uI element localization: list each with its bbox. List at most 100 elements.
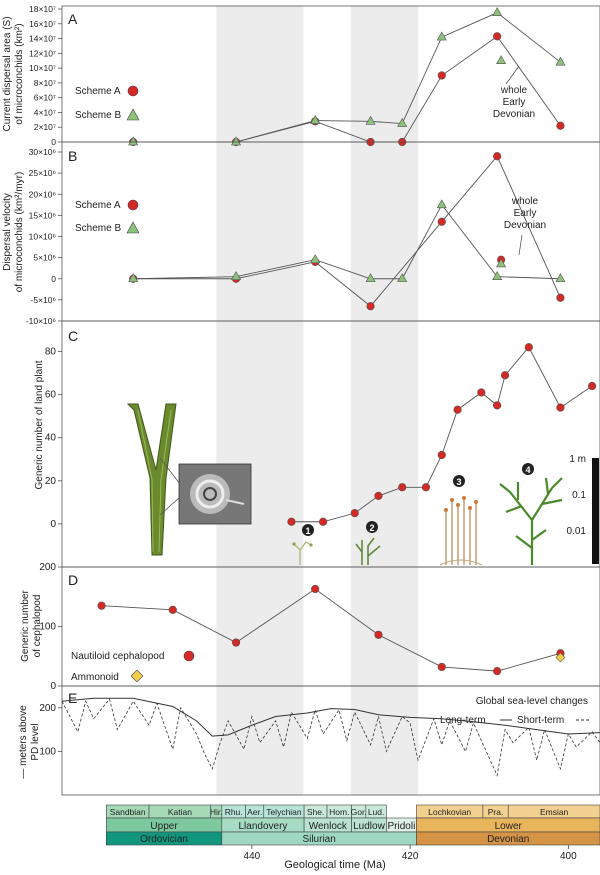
- panel-a-label: A: [68, 11, 78, 27]
- x-axis: 440 420 400 Geological time (Ma): [244, 845, 577, 871]
- panel-a-ticks: 0 2×10⁷ 4×10⁷ 6×10⁷ 8×10⁷ 10×10⁷ 12×10⁷ 14×10⁷ 1…: [29, 4, 62, 147]
- panel-e-ytick-label: 200: [39, 703, 56, 714]
- data-point-a-1: [397, 117, 408, 127]
- data-point-c-0: [477, 388, 486, 397]
- data-point-c-0: [493, 401, 502, 410]
- legend-ammonoid-marker: [130, 669, 144, 683]
- data-point-b-0: [493, 152, 502, 161]
- panel-a-ytick-label: 6×10⁷: [34, 93, 56, 103]
- panel-c-ytick-label: 60: [45, 390, 57, 401]
- plant-stem-illustration: [126, 403, 252, 556]
- legend-b-scheme-b: Scheme B: [75, 223, 121, 234]
- timescale-systems-label: Ordovician: [140, 834, 188, 845]
- data-point-a-0: [556, 121, 565, 130]
- stage-marker-2: [366, 521, 378, 533]
- plant-sketch-2: [355, 537, 381, 565]
- panel-a-ytick-label: 10×10⁷: [29, 63, 56, 73]
- panel-b-ytick-label: 25×10⁶: [29, 168, 56, 178]
- data-point-c-0: [500, 371, 510, 380]
- timescale-stages-label: Aer.: [247, 807, 262, 817]
- data-point-c-0: [398, 483, 407, 492]
- panel-c-ytick-label: 40: [45, 433, 57, 444]
- data-point-d-0: [97, 601, 106, 610]
- data-point-d-0: [231, 638, 241, 647]
- panel-b-lines: [128, 152, 566, 311]
- x-axis-label: Geological time (Ma): [284, 859, 385, 871]
- panel-b-frame: [61, 141, 600, 322]
- annot-a-arrow: [505, 65, 520, 85]
- panel-e-title: Global sea-level changes: [476, 696, 588, 707]
- panel-d-ytick-label: 100: [39, 622, 56, 633]
- panel-a-ytick-label: 4×10⁷: [34, 107, 56, 117]
- legend-scheme-a: Scheme A: [75, 86, 121, 97]
- series-line-a-1: [133, 12, 561, 143]
- panel-b-ytick-label: -10×10⁶: [26, 316, 56, 326]
- panel-e-ytick-label: 100: [39, 746, 56, 757]
- timescale-series-label: Lower: [495, 821, 523, 832]
- data-point-c-0: [374, 491, 383, 501]
- panel-b-ticks: -10×10⁶ -5×10⁶ 0 5×10⁶ 10×10⁶ 15×10⁶ 20×10⁶ 25×…: [26, 147, 62, 326]
- panel-c-label: C: [68, 328, 78, 344]
- timescale-stages-label: Sandbian: [110, 807, 146, 817]
- timescale-series-label: Pridoli: [388, 821, 416, 832]
- panel-e-ticks: 100 200: [39, 703, 62, 757]
- annot-a-2: Early: [503, 97, 526, 108]
- data-point-a-1: [555, 56, 566, 66]
- panel-a-ylabel-line2: of microconchids (km²): [14, 23, 25, 124]
- plant-sketch-1: [292, 541, 313, 565]
- stage-marker-1: [302, 524, 314, 536]
- data-point-c-0: [350, 509, 359, 518]
- legend-scheme-b: Scheme B: [75, 110, 121, 121]
- panel-b-ytick-label: 15×10⁶: [29, 210, 56, 220]
- data-point-a-1: [231, 136, 242, 146]
- panel-c-ytick-label: 0: [50, 519, 56, 530]
- panel-a-legend: Scheme A Scheme B: [75, 85, 140, 121]
- data-point-d-0: [374, 630, 383, 639]
- extra-point-a-0: [496, 55, 507, 65]
- panel-b: B Dispersal velocity of microconchids (k…: [2, 141, 600, 326]
- panel-b-ytick-label: 20×10⁶: [29, 189, 56, 199]
- data-point-a-0: [493, 32, 502, 41]
- stage-marker-4-text: 4: [525, 465, 530, 475]
- data-point-a-1: [436, 31, 447, 41]
- legend-b-triangle-b: [126, 221, 140, 234]
- legend-nautiloid: Nautiloid cephalopod: [71, 651, 164, 662]
- grey-band-0: [216, 6, 304, 795]
- data-point-c-0: [587, 381, 597, 391]
- height-scale-1m: 1 m: [569, 454, 586, 465]
- timescale-systems-label: Silurian: [302, 834, 335, 845]
- stage-marker-3-text: 3: [456, 477, 461, 487]
- stage-marker-4: [522, 463, 534, 475]
- timescale-stages-label: Hir.: [210, 807, 223, 817]
- data-point-c-0: [556, 403, 565, 412]
- data-point-b-1: [231, 271, 242, 280]
- panel-b-ylabel: Dispersal velocity of microconchids (km²…: [2, 172, 25, 293]
- legend-nautiloid-marker: [183, 650, 195, 662]
- data-point-c-0: [421, 483, 431, 492]
- data-point-b-1: [365, 273, 376, 283]
- legend-short-term: Short-term: [517, 715, 564, 726]
- legend-b-circle-a: [127, 199, 139, 211]
- stage-marker-2-text: 2: [369, 523, 374, 533]
- timescale-stages-label: Emsian: [540, 807, 569, 817]
- data-point-b-1: [310, 254, 321, 264]
- panel-c-lines: [287, 343, 597, 526]
- data-point-b-0: [556, 293, 565, 302]
- data-point-b-1: [397, 273, 408, 283]
- timescale-series-label: Ludlow: [353, 821, 385, 832]
- panel-b-label: B: [68, 148, 77, 164]
- timescale: Sandbian Katian Hir. Rhu. Aer. Telychian She. H…: [106, 804, 600, 846]
- panel-b-ytick-label: 30×10⁶: [29, 147, 56, 157]
- x-tick-label: 400: [560, 851, 577, 862]
- data-point-d-1: [555, 652, 566, 663]
- panel-a-ytick-label: 18×10⁷: [29, 4, 56, 14]
- panel-c-ytick-label: 20: [45, 476, 57, 487]
- data-point-a-1: [365, 115, 376, 125]
- data-point-d-0: [311, 584, 320, 594]
- plant-sketch-3: [439, 496, 483, 566]
- panel-a-ytick-label: 0: [51, 137, 56, 147]
- timescale-stages-label: Lochkovian: [428, 807, 471, 817]
- data-point-a-1: [128, 136, 139, 146]
- x-axis-ticks: 440 420 400: [244, 845, 577, 862]
